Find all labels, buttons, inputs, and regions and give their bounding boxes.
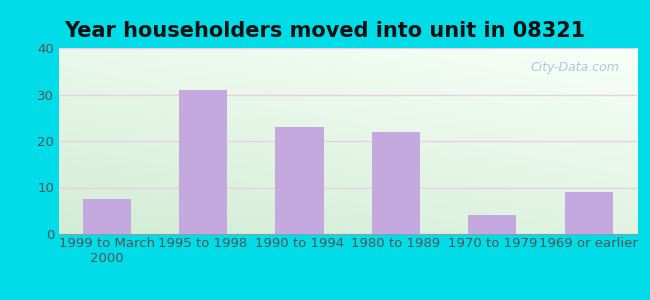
Bar bbox=[372, 132, 420, 234]
Bar bbox=[83, 199, 131, 234]
Text: City-Data.com: City-Data.com bbox=[531, 61, 619, 74]
Text: Year householders moved into unit in 08321: Year householders moved into unit in 083… bbox=[64, 21, 586, 41]
Bar bbox=[179, 90, 228, 234]
Bar bbox=[276, 127, 324, 234]
Bar bbox=[468, 215, 517, 234]
Bar bbox=[565, 192, 613, 234]
